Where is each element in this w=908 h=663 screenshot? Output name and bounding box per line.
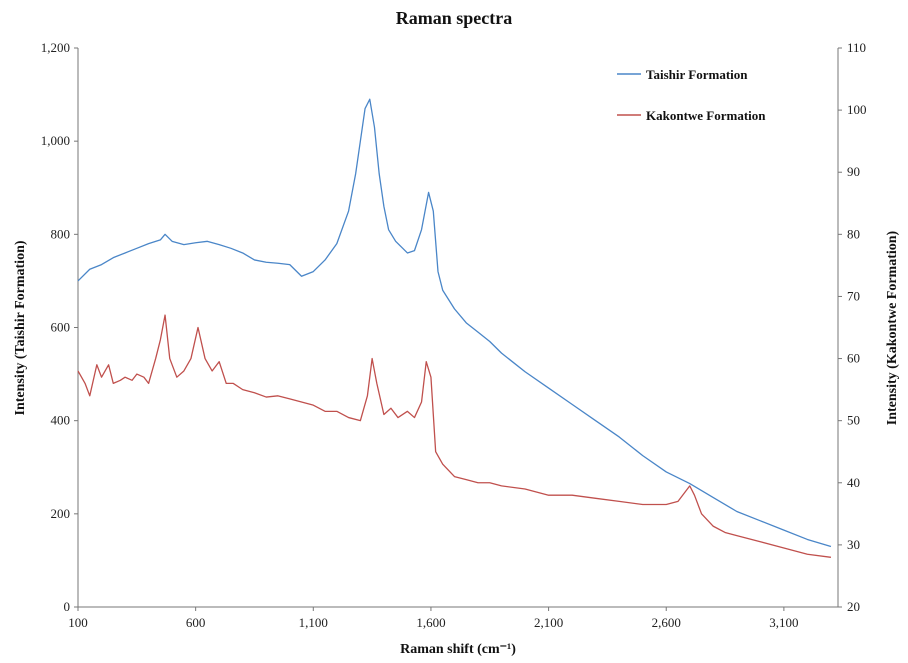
x-tick-label: 600 [186,615,206,630]
x-tick-label: 3,100 [769,615,798,630]
left-y-tick-label: 1,200 [41,40,70,55]
right-y-tick-label: 90 [847,164,860,179]
x-tick-label: 1,600 [416,615,445,630]
right-y-axis-label: Intensity (Kakontwe Formation) [885,230,900,425]
x-tick-label: 100 [68,615,88,630]
x-tick-label: 1,100 [299,615,328,630]
left-y-tick-label: 600 [51,320,71,335]
x-axis-label: Raman shift (cm⁻¹) [400,642,516,657]
right-y-tick-label: 110 [847,40,866,55]
x-tick-label: 2,100 [534,615,563,630]
chart-title: Raman spectra [396,8,512,28]
right-y-tick-label: 50 [847,413,860,428]
left-y-tick-label: 1,000 [41,133,70,148]
series-line-taishir [77,98,832,548]
left-y-tick-labels: 0 200 400 600 800 1,000 1,200 [41,40,78,614]
right-y-tick-label: 80 [847,226,860,241]
legend-label-taishir: Taishir Formation [646,67,748,82]
left-y-axis-label: Intensity (Taishir Formation) [13,240,28,415]
series-lines [77,98,832,558]
x-tick-labels: 100 600 1,100 1,600 2,100 2,600 3,100 [68,607,799,630]
series-line-kakontwe [77,314,832,558]
left-y-tick-label: 0 [64,599,71,614]
right-y-tick-label: 70 [847,288,860,303]
right-y-tick-label: 40 [847,475,860,490]
right-y-tick-label: 100 [847,102,867,117]
right-y-tick-label: 20 [847,599,860,614]
legend: Taishir Formation Kakontwe Formation [617,67,766,123]
left-y-tick-label: 800 [51,226,71,241]
right-y-tick-label: 30 [847,537,860,552]
left-y-tick-label: 200 [51,506,71,521]
legend-label-kakontwe: Kakontwe Formation [646,108,766,123]
left-y-tick-label: 400 [51,413,71,428]
x-tick-label: 2,600 [652,615,681,630]
right-y-tick-label: 60 [847,351,860,366]
right-y-tick-labels: 20 30 40 50 60 70 80 90 100 110 [838,40,867,614]
